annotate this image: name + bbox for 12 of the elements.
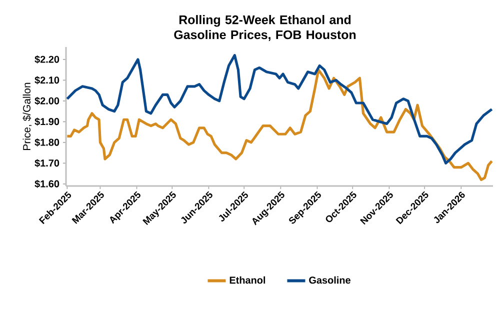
y-tick-label: $1.90 [34,118,60,126]
y-tick-label: $2.10 [34,76,60,84]
y-axis-title: Price, $/Gallon [22,82,32,150]
y-tick-label: $2.20 [34,55,60,64]
y-tick-label: $1.70 [34,159,60,168]
chart-title: Rolling 52-Week Ethanol and Gasoline Prices, FOB Houston [174,15,356,41]
legend-label: Gasoline [309,276,350,284]
y-tick-label: $2.00 [34,96,60,105]
y-tick-label: $1.60 [34,180,60,188]
line-series [66,68,494,182]
y-tick-label: $1.80 [34,138,60,146]
legend-label: Ethanol [230,276,266,284]
